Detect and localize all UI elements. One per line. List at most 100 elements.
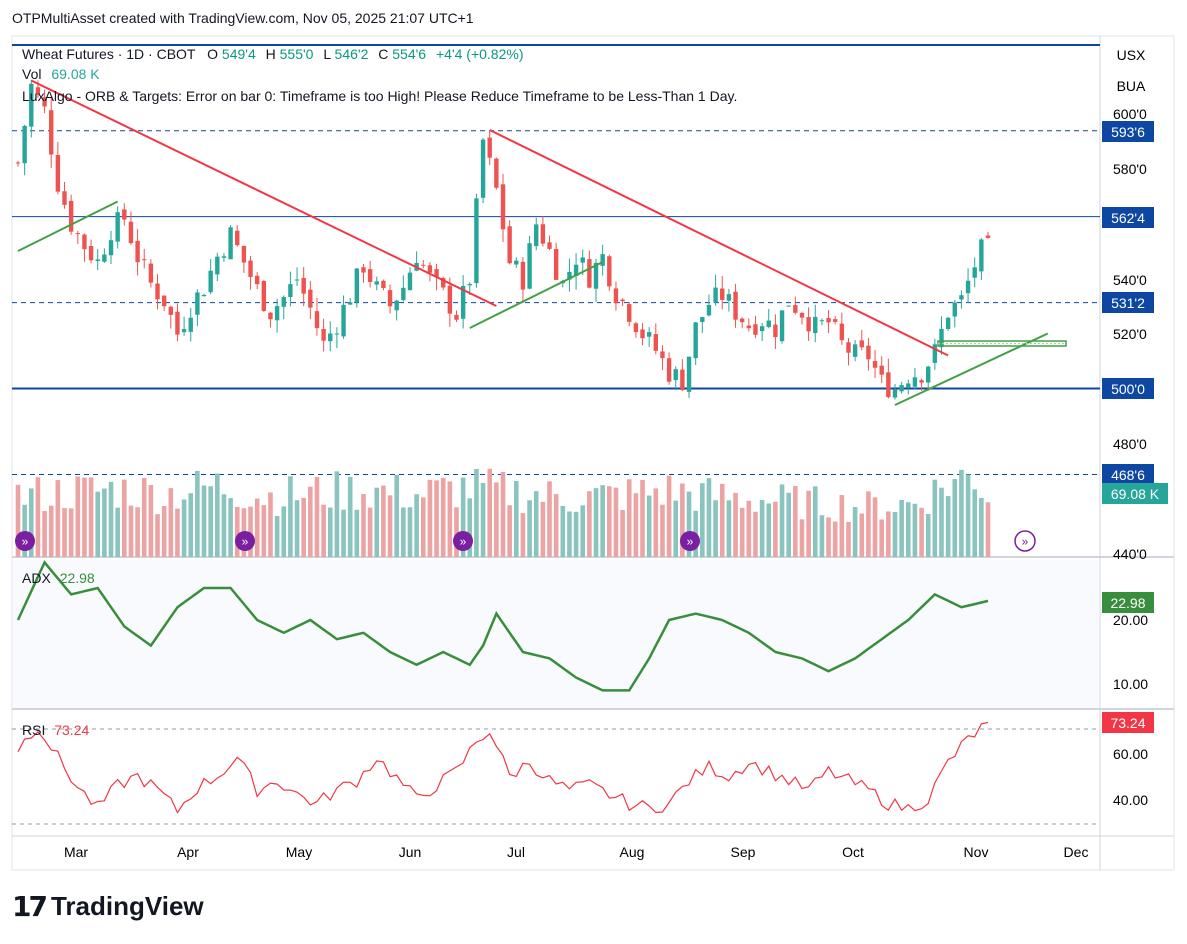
volume-bar [248,506,253,557]
month-label: Mar [64,844,88,860]
volume-bar [161,506,167,557]
volume-bar [812,486,818,557]
candle-body [573,264,579,277]
volume-bar [593,488,599,557]
event-marker-icon[interactable]: » [1014,530,1036,552]
candle-body [826,318,831,323]
price-tick: 600'0 [1113,106,1147,122]
volume-bar [759,500,765,557]
candle-body [294,279,300,281]
trendline [17,200,119,252]
volume-bar [673,500,679,557]
candle-body [95,259,100,262]
candle-body [733,291,738,320]
volume-bar [155,514,160,557]
price-badge: 500'0 [1102,378,1154,399]
candle-body [713,287,718,303]
volume-bar [965,474,971,557]
tradingview-logo[interactable]: 17 TradingView [12,890,204,923]
candle-body [919,380,924,383]
volume-bar [919,507,924,557]
month-label: Aug [620,844,645,860]
candle-body [846,342,851,353]
month-label: Oct [842,844,864,860]
month-label: Jul [507,844,525,860]
volume-bar [467,498,473,557]
candle-body [208,270,213,293]
volume-bar [640,479,645,557]
volume-bar [746,500,752,557]
volume-bar [819,515,825,557]
volume-bars [15,468,991,557]
svg-text:Vol 69.08 K: Vol 69.08 K [22,66,100,82]
candle-body [241,245,247,263]
candle-body [540,224,546,244]
volume-bar [686,491,692,557]
volume-bar [261,505,267,557]
candle-body [195,292,200,315]
candle-body [88,246,94,261]
candle-body [587,259,592,288]
candle-body [680,369,685,391]
event-marker-icon[interactable]: » [235,531,255,551]
vol-label: Vol [22,66,41,82]
svg-text:»: » [687,535,694,549]
volume-bar [779,484,785,557]
candle-body [474,198,479,284]
candle-body [547,242,552,249]
event-marker-icon[interactable]: » [680,531,700,551]
open-label: O [207,46,218,62]
volume-bar [188,493,194,557]
month-label: Jun [399,844,422,860]
candle-body [979,239,984,272]
candle-body [932,344,938,363]
tradingview-logo-icon: 17 [12,890,48,923]
event-marker-icon[interactable]: » [15,531,35,551]
symbol-title: Wheat Futures · 1D · CBOT [22,46,196,62]
candle-body [832,319,838,322]
volume-bar [367,507,373,557]
candle-body [959,295,964,300]
candle-body [813,316,818,334]
vol-value: 69.08 K [51,66,100,82]
candle-body [646,332,652,337]
price-tick: 480'0 [1113,436,1147,452]
candle-body [228,227,233,260]
svg-text:RSI 73.24: RSI 73.24 [22,722,89,738]
candle-body [952,302,957,317]
price-badge: 562'4 [1102,207,1154,228]
candle-body [328,333,333,342]
event-marker-icon[interactable]: » [453,531,473,551]
volume-bar [135,507,140,557]
candle-body [985,235,991,238]
volume-bar [527,500,532,557]
month-label: Sep [731,844,756,860]
volume-bar [613,487,619,557]
candle-body [886,372,891,398]
volume-bar [141,477,147,557]
candle-body [926,366,931,383]
volume-bar [327,507,333,557]
currency-label[interactable]: USX [1117,47,1146,63]
volume-bar [168,488,174,557]
volume-bar [600,485,605,557]
tradingview-wordmark: TradingView [50,891,204,921]
volume-bar [607,486,612,557]
svg-text:562'4: 562'4 [1111,210,1145,226]
volume-bar [700,483,705,557]
chart-caption: OTPMultiAsset created with TradingView.c… [12,10,474,26]
trendline [469,261,604,329]
adx-tick: 10.00 [1113,676,1148,692]
volume-bar [733,492,738,557]
candle-body [288,284,293,298]
volume-bar [228,498,233,557]
svg-text:»: » [22,535,29,549]
volume-bar [553,494,559,557]
svg-text:468'6: 468'6 [1111,467,1145,483]
candle-body [175,311,180,335]
volume-bar [799,519,805,557]
candle-body [22,125,27,164]
unit-label[interactable]: BUA [1117,78,1146,94]
candle-body [401,287,406,301]
